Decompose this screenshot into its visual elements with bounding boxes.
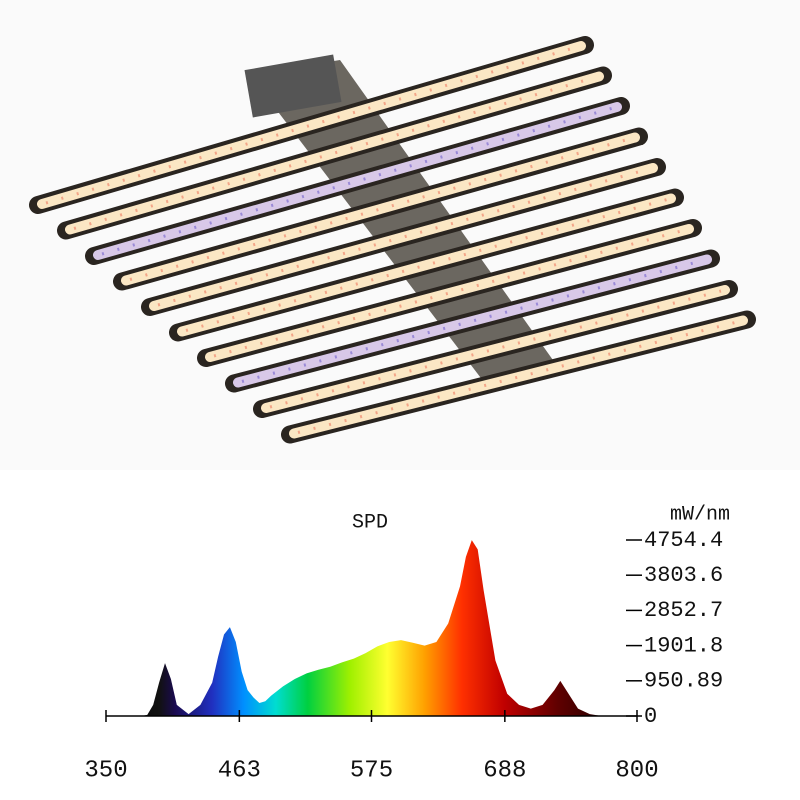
- light-bar-glow: [93, 102, 622, 260]
- y-tick-label: 1901.8: [644, 633, 723, 658]
- y-tick-label: 3803.6: [644, 563, 723, 588]
- product-image: [29, 36, 756, 444]
- light-bar-glow: [121, 132, 640, 286]
- chart: 350 463 575 688 800 0 950.89 1901.8 2852.7 3803.6…: [84, 528, 723, 785]
- chart-title: SPD: [352, 511, 388, 534]
- spectrum-area: [106, 540, 637, 716]
- light-bar-leds: [129, 137, 632, 281]
- x-tick-label: 800: [615, 757, 658, 784]
- x-tick-label: 688: [483, 757, 526, 784]
- light-bar-glow: [65, 71, 604, 235]
- y-axis-label: mW/nm: [670, 503, 730, 526]
- light-bar-glow: [233, 254, 712, 388]
- y-tick-label: 950.89: [644, 669, 723, 694]
- x-tick-label: 350: [84, 757, 127, 784]
- light-bar-glow: [205, 224, 694, 362]
- y-tick-label: 2852.7: [644, 598, 723, 623]
- light-bar-glow: [261, 285, 730, 413]
- y-tick-label: 4754.4: [644, 528, 723, 553]
- light-bar-glow: [37, 41, 586, 209]
- x-tick-label: 575: [350, 757, 393, 784]
- light-bar-glow: [149, 163, 658, 311]
- x-tick-label: 463: [218, 757, 261, 784]
- light-bar-leds: [213, 228, 686, 358]
- light-bar-glow: [289, 315, 748, 439]
- y-tick-label: 0: [644, 704, 657, 729]
